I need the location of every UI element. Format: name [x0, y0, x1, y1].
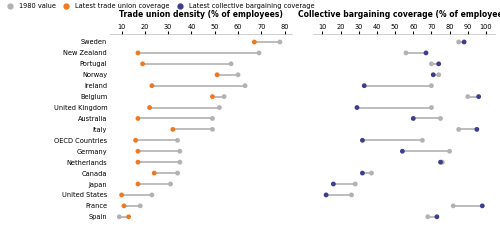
Point — [348, 193, 356, 197]
Point — [132, 139, 140, 142]
Point — [454, 40, 462, 44]
Point — [136, 204, 144, 208]
Point — [124, 215, 132, 219]
Point — [449, 204, 457, 208]
Point — [330, 182, 338, 186]
Point — [227, 62, 235, 66]
Point — [241, 84, 249, 87]
Point — [138, 62, 146, 66]
Point — [169, 128, 177, 131]
Point — [436, 160, 444, 164]
Point — [208, 95, 216, 98]
Point — [250, 40, 258, 44]
Point — [134, 149, 142, 153]
Point — [422, 51, 430, 55]
Point — [150, 171, 158, 175]
Point — [208, 117, 216, 120]
Point — [174, 171, 182, 175]
Point — [428, 84, 436, 87]
Point — [134, 160, 142, 164]
Point — [166, 182, 174, 186]
Point — [353, 106, 361, 109]
Legend: 1980 value, Latest trade union coverage, Latest collective bargaining coverage: 1980 value, Latest trade union coverage,… — [4, 3, 314, 9]
Point — [358, 139, 366, 142]
Point — [436, 117, 444, 120]
Point — [434, 62, 442, 66]
Point — [433, 215, 441, 219]
Point — [120, 204, 128, 208]
Point — [478, 204, 486, 208]
Point — [208, 128, 216, 131]
Title: Collective bargaining coverage (% of employees): Collective bargaining coverage (% of emp… — [298, 10, 500, 19]
Point — [216, 106, 224, 109]
Point — [358, 171, 366, 175]
Point — [474, 95, 482, 98]
Point — [398, 149, 406, 153]
Point — [438, 160, 446, 164]
Point — [234, 73, 242, 76]
Point — [276, 40, 284, 44]
Point — [418, 139, 426, 142]
Point — [473, 128, 481, 131]
Point — [410, 117, 418, 120]
Point — [351, 182, 359, 186]
Point — [220, 95, 228, 98]
Point — [460, 40, 468, 44]
Point — [118, 193, 126, 197]
Point — [322, 193, 330, 197]
Point — [428, 62, 436, 66]
Point — [402, 51, 410, 55]
Point — [213, 73, 221, 76]
Point — [360, 84, 368, 87]
Point — [148, 193, 156, 197]
Point — [424, 215, 432, 219]
Point — [454, 128, 462, 131]
Point — [116, 215, 124, 219]
Point — [368, 171, 376, 175]
Point — [146, 106, 154, 109]
Point — [446, 149, 454, 153]
Point — [176, 149, 184, 153]
Point — [174, 139, 182, 142]
Point — [430, 73, 438, 76]
Point — [176, 160, 184, 164]
Point — [255, 51, 263, 55]
Point — [134, 182, 142, 186]
Point — [148, 84, 156, 87]
Point — [134, 51, 142, 55]
Point — [428, 106, 436, 109]
Point — [434, 73, 442, 76]
Point — [134, 117, 142, 120]
Point — [464, 95, 472, 98]
Title: Trade union density (% of employees): Trade union density (% of employees) — [119, 10, 282, 19]
